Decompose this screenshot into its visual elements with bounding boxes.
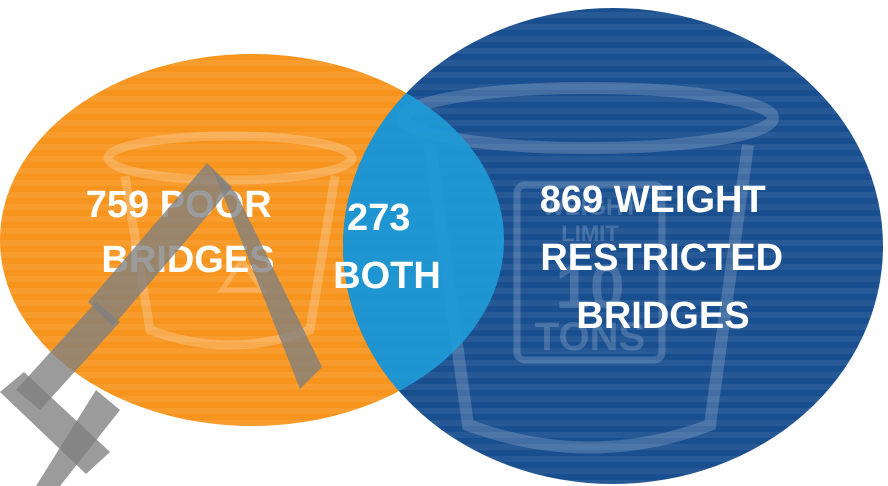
sign-line-2: LIMIT xyxy=(561,221,619,246)
overlap-label-line-2: BOTH xyxy=(333,255,441,297)
right-circle-label: 869 WEIGHT RESTRICTED BRIDGES xyxy=(540,179,794,337)
right-label-line-1: 869 WEIGHT xyxy=(540,179,766,221)
overlap-label: 273 BOTH xyxy=(333,197,441,297)
right-label-line-2: RESTRICTED xyxy=(540,237,783,279)
weight-limit-sign: WEIGHT LIMIT 10 TONS xyxy=(535,194,645,359)
overlap-label-line-1: 273 xyxy=(347,197,410,239)
sign-line-4: TONS xyxy=(535,315,645,359)
diagonal-stripe-overlay xyxy=(0,163,322,486)
sign-line-3: 10 xyxy=(556,253,625,322)
right-circle: WEIGHT LIMIT 10 TONS xyxy=(343,8,883,484)
sign-line-1: WEIGHT xyxy=(542,194,638,221)
right-label-line-3: BRIDGES xyxy=(576,295,749,337)
